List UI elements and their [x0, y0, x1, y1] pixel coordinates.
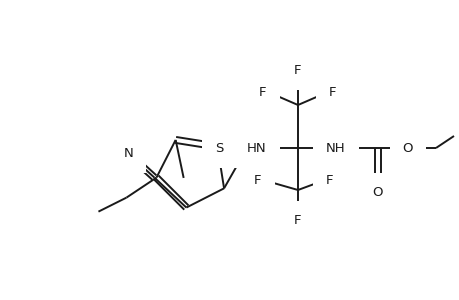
Text: F: F — [329, 85, 336, 98]
Text: F: F — [294, 214, 301, 227]
Text: F: F — [254, 173, 261, 187]
Text: HN: HN — [246, 142, 266, 154]
Text: NH: NH — [325, 142, 345, 154]
Text: N: N — [123, 147, 133, 160]
Text: F: F — [294, 64, 301, 76]
Text: F: F — [259, 85, 266, 98]
Text: S: S — [215, 142, 223, 155]
Text: O: O — [372, 187, 382, 200]
Text: F: F — [325, 173, 333, 187]
Text: O: O — [402, 142, 412, 154]
